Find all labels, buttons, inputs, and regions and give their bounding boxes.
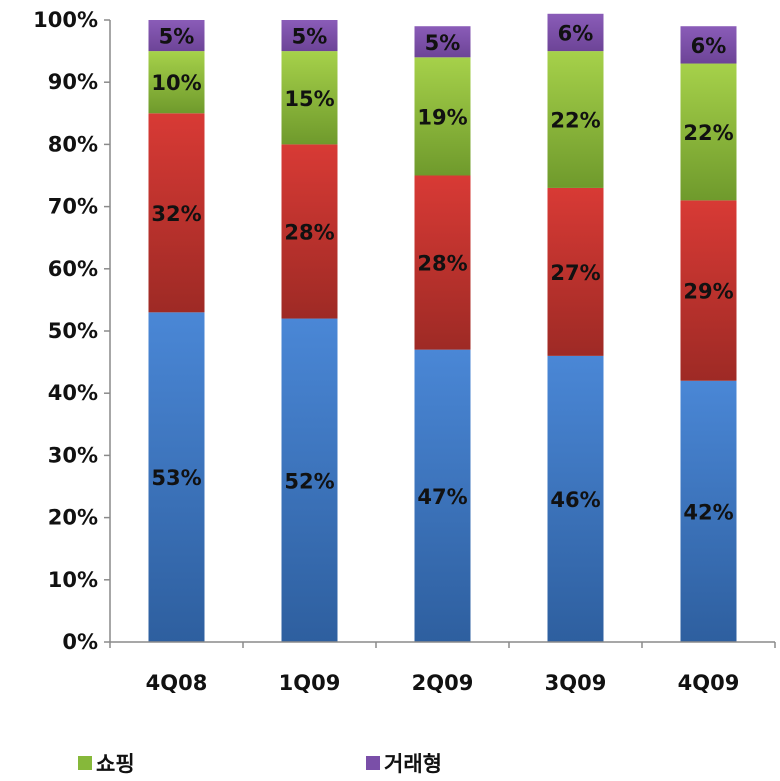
data-label: 6%: [558, 21, 594, 45]
legend-swatch-transaction: [366, 756, 380, 770]
bar-segment: [547, 355, 604, 642]
y-tick-label: 40%: [48, 381, 98, 405]
data-label: 32%: [151, 202, 201, 226]
legend-item-transaction: 거래형: [366, 748, 442, 778]
bar-segment: [547, 187, 604, 356]
x-tick-label: 1Q09: [279, 671, 341, 695]
bar-segment: [148, 312, 205, 642]
data-label: 5%: [292, 25, 328, 49]
y-tick-label: 60%: [48, 257, 98, 281]
bar-segment: [680, 380, 737, 642]
bar-segment: [148, 20, 205, 52]
axes-group: 0% 10% 20% 30% 40% 50% 60% 70% 80% 90% 100% 4Q08 1Q0…: [33, 8, 776, 695]
data-label: 52%: [284, 469, 334, 493]
y-tick-label: 10%: [48, 568, 98, 592]
y-tick-label: 80%: [48, 132, 98, 156]
data-labels-group: 53% 32% 10% 5% 52% 28% 15% 5% 47% 28% 19% 5% 46% 27% 2…: [151, 21, 733, 524]
y-tick-label: 90%: [48, 70, 98, 94]
data-label: 19%: [417, 105, 467, 129]
bar-segment: [281, 51, 338, 145]
bar-segment: [680, 63, 737, 201]
bar-segment: [414, 26, 471, 58]
data-label: 10%: [151, 71, 201, 95]
bar-segment: [414, 175, 471, 350]
bar-segment: [148, 51, 205, 114]
data-label: 29%: [683, 280, 733, 304]
data-label: 47%: [417, 485, 467, 509]
y-tick-label: 70%: [48, 195, 98, 219]
bar-segment: [414, 349, 471, 642]
bar-segment: [148, 113, 205, 313]
bar-segment: [281, 144, 338, 319]
bar-segment: [414, 57, 471, 176]
bar-segment: [680, 26, 737, 64]
bars-group: [148, 13, 737, 642]
data-label: 53%: [151, 466, 201, 490]
x-tick-label: 4Q09: [678, 671, 740, 695]
data-label: 27%: [550, 261, 600, 285]
data-label: 22%: [550, 109, 600, 133]
data-label: 6%: [691, 34, 727, 58]
x-tick-label: 3Q09: [545, 671, 607, 695]
bar-segment: [281, 318, 338, 642]
y-tick-label: 0%: [62, 630, 98, 654]
bar-segment: [281, 20, 338, 52]
bar-segment: [547, 13, 604, 52]
y-tick-label: 20%: [48, 506, 98, 530]
legend-swatch-shopping: [78, 756, 92, 770]
y-tick-label: 50%: [48, 319, 98, 343]
legend-label-shopping: 쇼핑: [96, 752, 135, 776]
data-label: 28%: [284, 220, 334, 244]
bar-segment: [547, 51, 604, 188]
legend: 쇼핑 거래형: [0, 748, 780, 778]
y-tick-label: 30%: [48, 443, 98, 467]
data-label: 5%: [159, 25, 195, 49]
y-tick-label: 100%: [33, 8, 98, 32]
legend-item-shopping: 쇼핑: [78, 748, 135, 778]
data-label: 42%: [683, 500, 733, 524]
data-label: 28%: [417, 252, 467, 276]
data-label: 46%: [550, 488, 600, 512]
data-label: 5%: [425, 31, 461, 55]
data-label: 15%: [284, 87, 334, 111]
x-tick-label: 2Q09: [412, 671, 474, 695]
legend-label-transaction: 거래형: [384, 752, 442, 776]
bar-segment: [680, 200, 737, 381]
data-label: 22%: [683, 121, 733, 145]
x-tick-label: 4Q08: [146, 671, 208, 695]
